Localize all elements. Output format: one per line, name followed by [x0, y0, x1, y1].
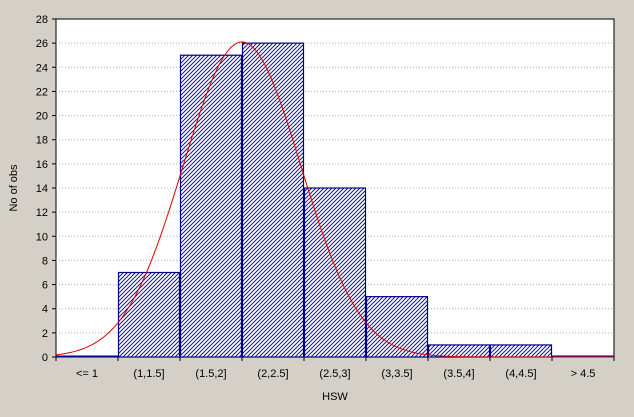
y-tick-label: 28 [36, 14, 48, 26]
y-tick-label: 6 [42, 280, 48, 292]
x-tick-label: (4,4.5] [505, 368, 536, 380]
histogram-bar [365, 296, 429, 358]
y-tick-label: 26 [36, 38, 48, 50]
y-tick-label: 8 [42, 255, 48, 267]
y-tick-label: 24 [36, 62, 48, 74]
y-tick-label: 0 [42, 352, 48, 364]
x-tick-label: (3,3.5] [381, 368, 412, 380]
y-tick-label: 22 [36, 86, 48, 98]
x-tick-label: (2,2.5] [257, 368, 288, 380]
bars [56, 42, 614, 358]
histogram-bar [179, 54, 243, 358]
x-tick-label: (1.5,2] [195, 368, 226, 380]
y-tick-label: 10 [36, 231, 48, 243]
y-tick-label: 2 [42, 328, 48, 340]
x-tick-label: > 4.5 [571, 368, 596, 380]
y-axis-label: No of obs [8, 164, 20, 212]
histogram-bar [427, 344, 491, 358]
histogram-bar [117, 271, 181, 358]
y-tick-label: 14 [36, 183, 48, 195]
fit-curve-line [55, 41, 614, 358]
y-tick-label: 4 [42, 304, 48, 316]
histogram-bar [241, 42, 305, 358]
x-tick-label: (3.5,4] [443, 368, 474, 380]
y-tick-label: 16 [36, 159, 48, 171]
y-tick-label: 18 [36, 135, 48, 147]
histogram-bar [303, 187, 367, 358]
x-tick-label: <= 1 [76, 368, 98, 380]
x-axis-label: HSW [322, 391, 348, 403]
y-tick-label: 12 [36, 207, 48, 219]
x-tick-label: (1,1.5] [133, 368, 164, 380]
normal-fit-curve [55, 41, 614, 358]
x-tick-label: (2.5,3] [319, 368, 350, 380]
x-axis-ticks: <= 1 (1,1.5] (1.5,2] (2,2.5] (2.5,3] (3,3.5] (… [55, 357, 615, 380]
y-tick-label: 20 [36, 111, 48, 123]
histogram-bar [489, 344, 553, 358]
